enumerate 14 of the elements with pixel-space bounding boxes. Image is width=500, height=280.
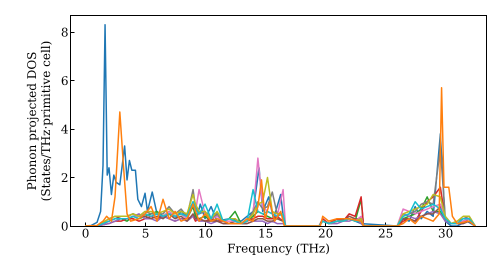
x-tick-label: 0 [82, 226, 90, 240]
x-tick-label: 30 [438, 226, 454, 240]
x-tick-label: 10 [198, 226, 214, 240]
x-tick-label: 15 [258, 226, 274, 240]
y-tick-label: 2 [60, 170, 68, 185]
x-axis-title: Frequency (THz) [227, 242, 330, 256]
line-series [84, 87, 476, 226]
y-tick-label: 6 [60, 74, 68, 88]
x-tick-label: 20 [318, 226, 334, 240]
y-axis-title: Phonon projected DOS (States/THz·primitive cell) [24, 40, 53, 202]
x-tick-label: 5 [142, 226, 150, 240]
x-tick-label: 25 [378, 226, 394, 240]
y-tick-label: 4 [60, 122, 69, 136]
y-tick-label: 8 [60, 25, 68, 40]
